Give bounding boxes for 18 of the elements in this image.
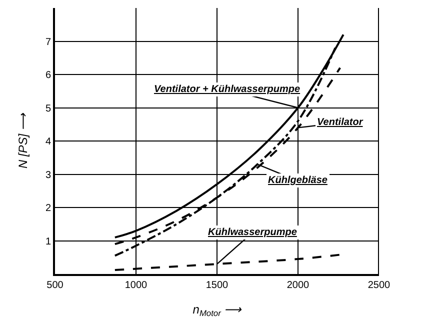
x-tick-label: 1500 bbox=[206, 280, 229, 291]
y-tick-label: 7 bbox=[45, 36, 52, 48]
x-tick-label: 2000 bbox=[286, 280, 310, 291]
x-tick-label: 2500 bbox=[368, 280, 391, 291]
series-label: Kühlgebläse bbox=[268, 175, 328, 186]
y-tick-label: 5 bbox=[45, 103, 52, 114]
series-label: Ventilator + Kühlwasserpumpe bbox=[154, 84, 300, 95]
y-tick-label: 6 bbox=[45, 70, 52, 81]
x-tick-label: 1000 bbox=[124, 280, 148, 291]
text: Kühlwasserpumpe bbox=[208, 227, 298, 238]
y-tick-label: 1 bbox=[45, 236, 52, 248]
y-tick-label: 3 bbox=[45, 170, 52, 181]
series-label: Ventilator bbox=[317, 117, 364, 128]
x-axis-title: n$_{Motor}$ ⟶ bbox=[192, 302, 242, 318]
y-tick-label: 2 bbox=[45, 203, 52, 214]
y-tick-label: 4 bbox=[45, 136, 52, 148]
y-axis-title: N [PS] ⟶ bbox=[16, 112, 30, 169]
x-tick-label: 500 bbox=[46, 280, 64, 291]
